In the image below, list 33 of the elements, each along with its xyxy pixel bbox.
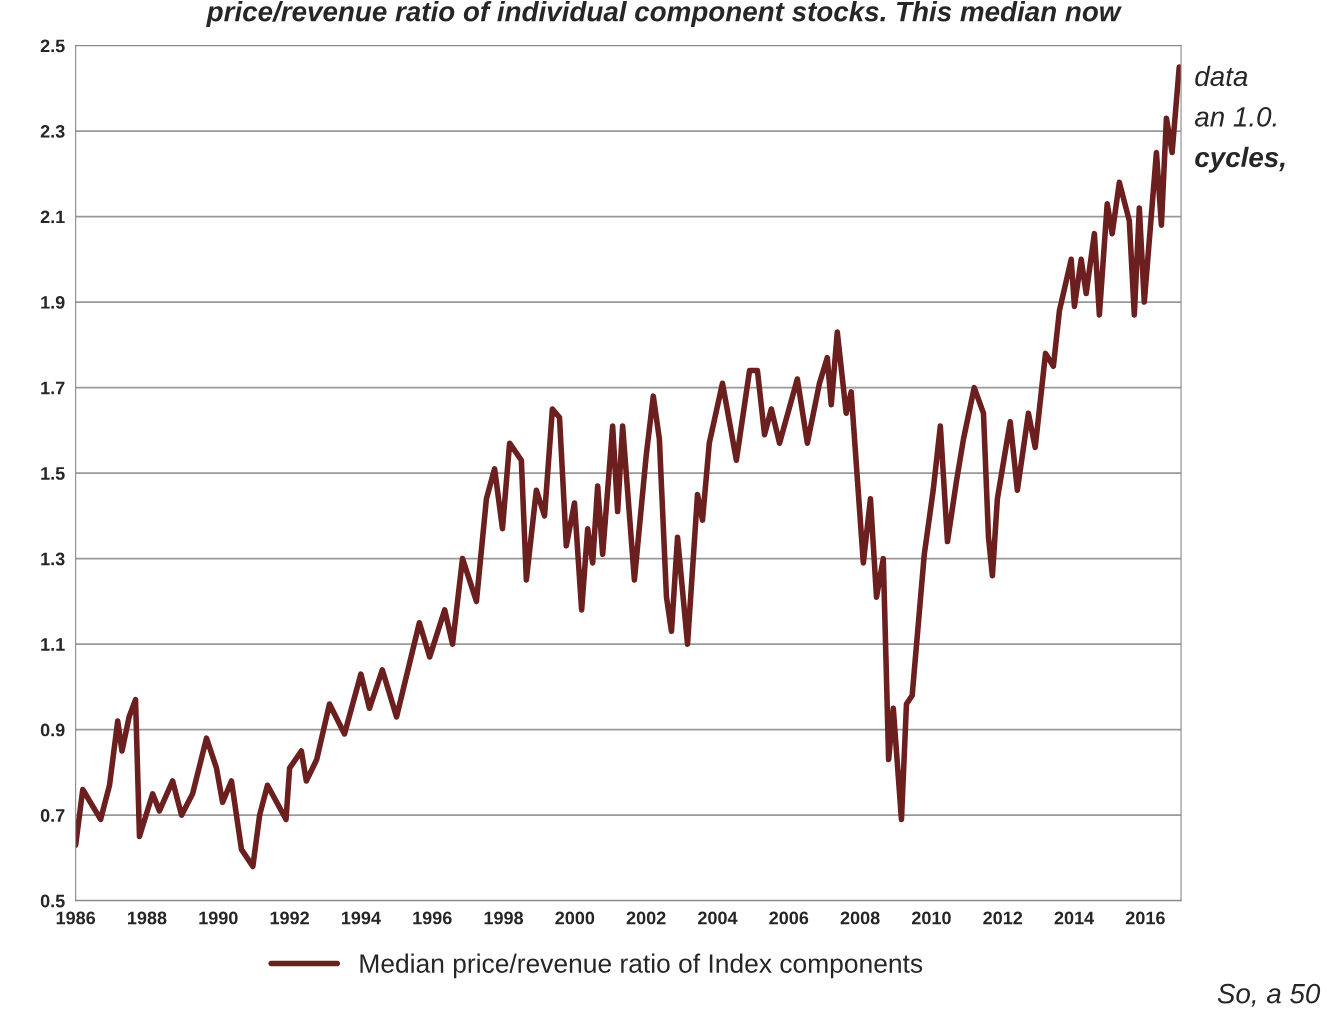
x-tick-label: 2000 — [555, 911, 595, 925]
x-tick-label: 1988 — [128, 911, 167, 925]
x-tick-label: 2014 — [1054, 911, 1095, 925]
x-tick-label: 1986 — [56, 911, 96, 925]
x-tick-label: 2002 — [626, 911, 666, 925]
y-tick-label: 1.5 — [41, 467, 65, 480]
y-tick-label: 0.7 — [40, 809, 65, 822]
y-tick-label: 1.3 — [41, 552, 65, 566]
x-tick-label: 2006 — [769, 911, 809, 925]
text: data — [1195, 65, 1248, 87]
text: price/revenue ratio of individual component stocks. This median now — [206, 1, 1122, 27]
y-tick-label: 2.5 — [40, 39, 65, 53]
legend-label: Median price/revenue ratio of Index components — [360, 953, 923, 979]
x-tick-label: 1992 — [270, 911, 309, 925]
y-tick-label: 1.1 — [41, 638, 65, 651]
text: cycles, — [1195, 146, 1285, 173]
x-tick-label: 1998 — [484, 911, 524, 925]
x-tick-label: 2008 — [840, 911, 880, 925]
x-tick-label: 2004 — [698, 911, 738, 925]
y-tick-label: 2.3 — [40, 124, 65, 138]
y-tick-label: 2.1 — [40, 210, 65, 224]
y-tick-label: 0.5 — [40, 894, 65, 908]
x-tick-label: 2016 — [1125, 911, 1165, 925]
text: an 1.0. — [1194, 106, 1276, 127]
y-tick-label: 1.7 — [41, 381, 65, 395]
x-tick-label: 2010 — [911, 911, 951, 925]
y-tick-label: 1.9 — [41, 296, 65, 309]
x-tick-label: 1994 — [341, 911, 381, 925]
x-tick-label: 1990 — [199, 911, 238, 925]
x-tick-label: 1996 — [413, 911, 452, 925]
y-tick-label: 0.9 — [40, 723, 65, 737]
text: So, a 50 — [1217, 983, 1321, 1007]
x-tick-label: 2012 — [983, 911, 1023, 925]
